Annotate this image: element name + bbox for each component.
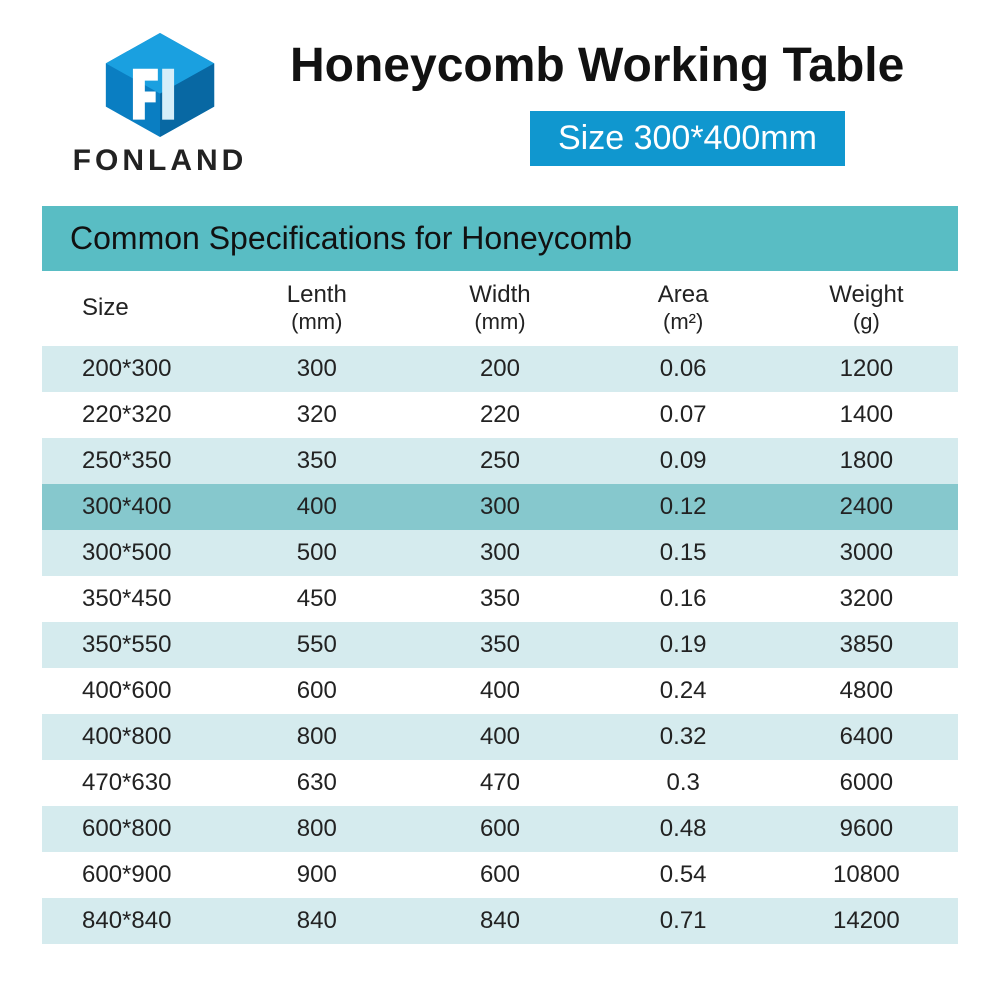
table-cell: 900 bbox=[225, 852, 408, 898]
table-cell: 400 bbox=[408, 668, 591, 714]
spec-table-container: Common Specifications for Honeycomb Size… bbox=[42, 206, 958, 944]
table-cell: 3000 bbox=[775, 530, 958, 576]
table-row: 600*8008006000.489600 bbox=[42, 806, 958, 852]
table-cell: 0.12 bbox=[592, 484, 775, 530]
table-cell: 300 bbox=[408, 484, 591, 530]
table-row: 300*5005003000.153000 bbox=[42, 530, 958, 576]
table-cell: 6400 bbox=[775, 714, 958, 760]
column-header: Weight(g) bbox=[775, 271, 958, 346]
table-cell: 450 bbox=[225, 576, 408, 622]
table-cell: 220 bbox=[408, 392, 591, 438]
column-header: Size bbox=[42, 271, 225, 346]
table-cell: 0.3 bbox=[592, 760, 775, 806]
table-cell: 200 bbox=[408, 346, 591, 392]
table-cell: 350*550 bbox=[42, 622, 225, 668]
table-cell: 300 bbox=[225, 346, 408, 392]
table-row: 400*6006004000.244800 bbox=[42, 668, 958, 714]
table-cell: 200*300 bbox=[42, 346, 225, 392]
table-cell: 14200 bbox=[775, 898, 958, 944]
table-cell: 600*900 bbox=[42, 852, 225, 898]
title-block: Honeycomb Working Table Size 300*400mm bbox=[270, 30, 960, 166]
table-cell: 250*350 bbox=[42, 438, 225, 484]
table-cell: 840 bbox=[408, 898, 591, 944]
table-cell: 550 bbox=[225, 622, 408, 668]
spec-table-body: 200*3003002000.061200220*3203202200.0714… bbox=[42, 346, 958, 944]
table-cell: 600 bbox=[408, 852, 591, 898]
table-cell: 0.71 bbox=[592, 898, 775, 944]
table-cell: 0.07 bbox=[592, 392, 775, 438]
table-cell: 0.32 bbox=[592, 714, 775, 760]
table-cell: 0.54 bbox=[592, 852, 775, 898]
brand-logo-icon bbox=[95, 30, 225, 140]
table-cell: 0.09 bbox=[592, 438, 775, 484]
table-cell: 300*500 bbox=[42, 530, 225, 576]
table-cell: 1200 bbox=[775, 346, 958, 392]
table-cell: 630 bbox=[225, 760, 408, 806]
table-cell: 4800 bbox=[775, 668, 958, 714]
table-cell: 3200 bbox=[775, 576, 958, 622]
brand-name: FONLAND bbox=[73, 144, 248, 178]
table-cell: 1400 bbox=[775, 392, 958, 438]
table-row: 220*3203202200.071400 bbox=[42, 392, 958, 438]
column-header: Area(m²) bbox=[592, 271, 775, 346]
table-row: 600*9009006000.5410800 bbox=[42, 852, 958, 898]
table-row: 250*3503502500.091800 bbox=[42, 438, 958, 484]
header: FONLAND Honeycomb Working Table Size 300… bbox=[0, 0, 1000, 188]
table-row: 350*4504503500.163200 bbox=[42, 576, 958, 622]
table-cell: 500 bbox=[225, 530, 408, 576]
table-cell: 400 bbox=[408, 714, 591, 760]
table-cell: 0.15 bbox=[592, 530, 775, 576]
table-cell: 0.06 bbox=[592, 346, 775, 392]
spec-table-title: Common Specifications for Honeycomb bbox=[42, 206, 958, 271]
page-title: Honeycomb Working Table bbox=[290, 38, 960, 93]
table-cell: 0.48 bbox=[592, 806, 775, 852]
table-cell: 350 bbox=[408, 576, 591, 622]
size-badge: Size 300*400mm bbox=[530, 111, 845, 166]
table-row: 840*8408408400.7114200 bbox=[42, 898, 958, 944]
table-row: 470*6306304700.36000 bbox=[42, 760, 958, 806]
table-cell: 0.24 bbox=[592, 668, 775, 714]
table-cell: 400*600 bbox=[42, 668, 225, 714]
table-cell: 250 bbox=[408, 438, 591, 484]
table-cell: 1800 bbox=[775, 438, 958, 484]
table-cell: 2400 bbox=[775, 484, 958, 530]
table-cell: 320 bbox=[225, 392, 408, 438]
table-cell: 10800 bbox=[775, 852, 958, 898]
table-cell: 400*800 bbox=[42, 714, 225, 760]
table-row: 300*4004003000.122400 bbox=[42, 484, 958, 530]
table-cell: 400 bbox=[225, 484, 408, 530]
table-row: 350*5505503500.193850 bbox=[42, 622, 958, 668]
logo-block: FONLAND bbox=[50, 30, 270, 178]
table-cell: 800 bbox=[225, 714, 408, 760]
table-cell: 350*450 bbox=[42, 576, 225, 622]
table-cell: 600*800 bbox=[42, 806, 225, 852]
table-cell: 840 bbox=[225, 898, 408, 944]
spec-table-head: SizeLenth(mm)Width(mm)Area(m²)Weight(g) bbox=[42, 271, 958, 346]
column-header: Width(mm) bbox=[408, 271, 591, 346]
column-header: Lenth(mm) bbox=[225, 271, 408, 346]
table-cell: 3850 bbox=[775, 622, 958, 668]
table-cell: 300 bbox=[408, 530, 591, 576]
table-cell: 6000 bbox=[775, 760, 958, 806]
table-cell: 800 bbox=[225, 806, 408, 852]
table-cell: 470 bbox=[408, 760, 591, 806]
table-cell: 220*320 bbox=[42, 392, 225, 438]
table-cell: 300*400 bbox=[42, 484, 225, 530]
table-cell: 600 bbox=[408, 806, 591, 852]
table-cell: 9600 bbox=[775, 806, 958, 852]
spec-table: SizeLenth(mm)Width(mm)Area(m²)Weight(g) … bbox=[42, 271, 958, 944]
table-row: 200*3003002000.061200 bbox=[42, 346, 958, 392]
table-cell: 350 bbox=[408, 622, 591, 668]
table-cell: 840*840 bbox=[42, 898, 225, 944]
table-cell: 0.16 bbox=[592, 576, 775, 622]
table-cell: 470*630 bbox=[42, 760, 225, 806]
table-cell: 0.19 bbox=[592, 622, 775, 668]
table-row: 400*8008004000.326400 bbox=[42, 714, 958, 760]
table-cell: 350 bbox=[225, 438, 408, 484]
table-cell: 600 bbox=[225, 668, 408, 714]
